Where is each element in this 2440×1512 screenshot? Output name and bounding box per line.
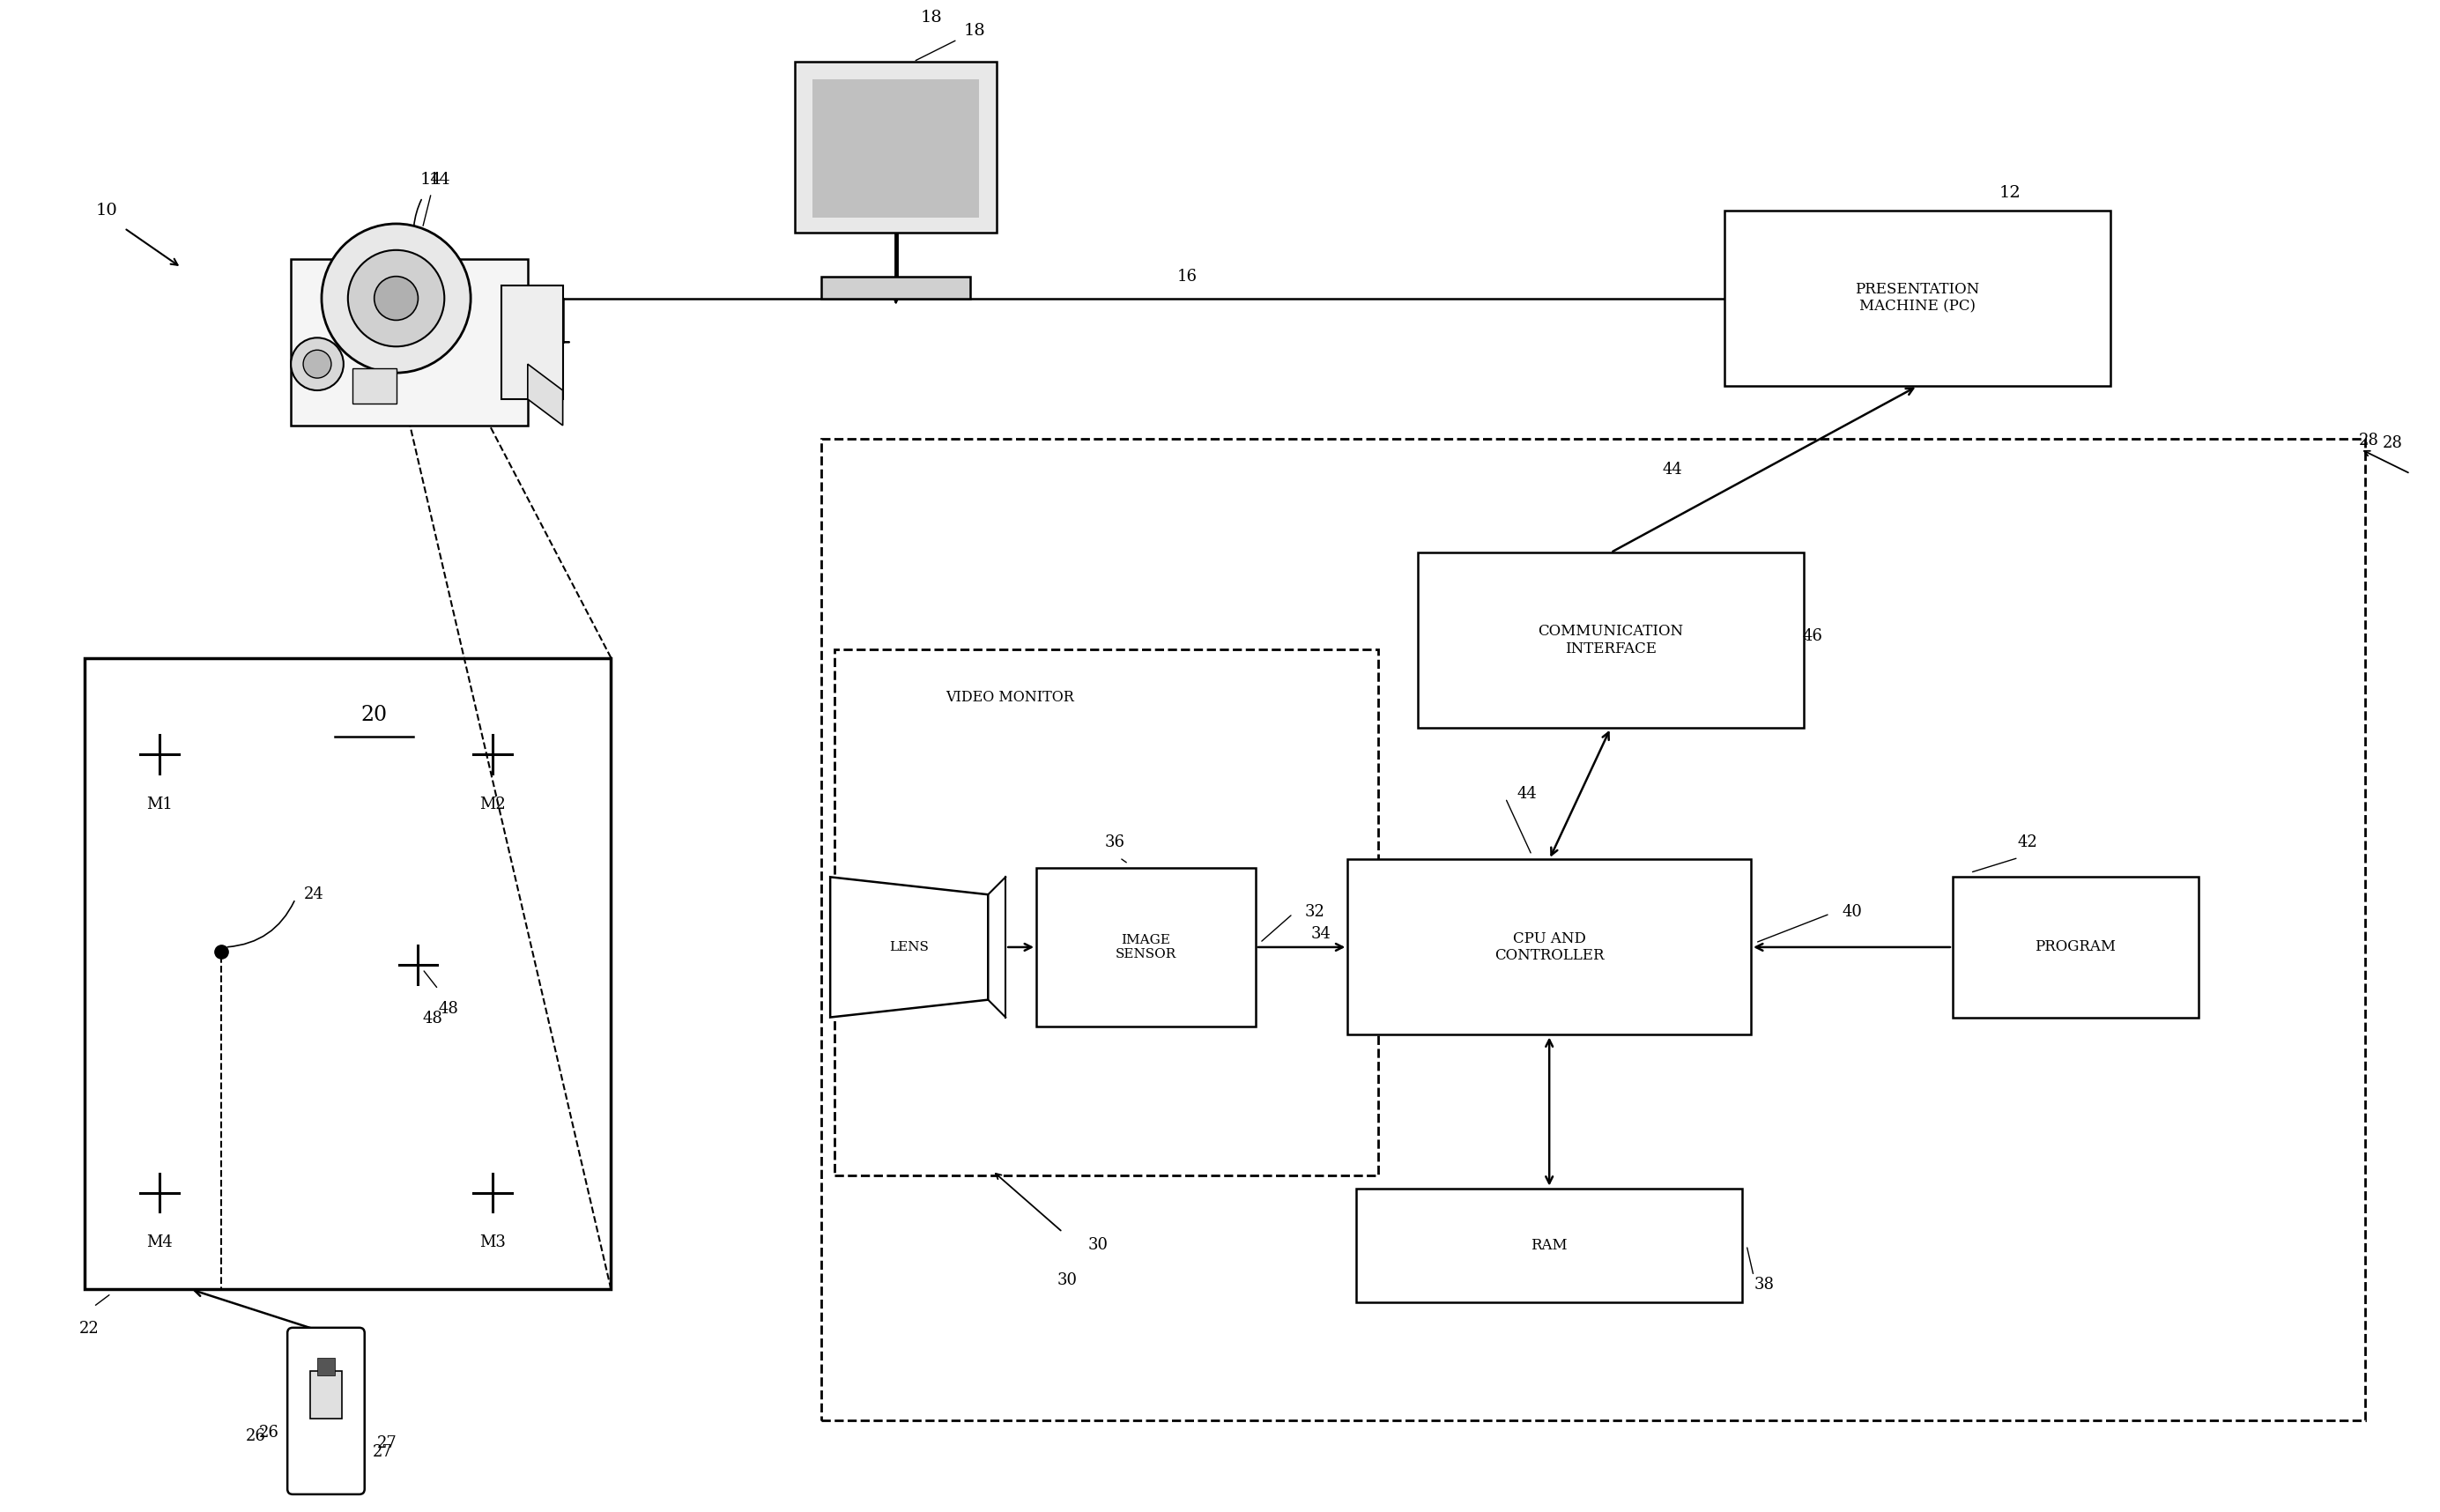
Bar <box>1357 1188 1742 1302</box>
Circle shape <box>303 349 332 378</box>
Bar <box>822 438 2364 1421</box>
Bar <box>1037 868 1257 1027</box>
Bar <box>351 369 395 404</box>
Text: 28: 28 <box>2384 435 2403 451</box>
Text: RAM: RAM <box>1530 1238 1566 1253</box>
Text: 16: 16 <box>1179 269 1198 284</box>
Text: M2: M2 <box>481 797 505 812</box>
FancyBboxPatch shape <box>822 277 971 298</box>
FancyBboxPatch shape <box>288 1328 364 1494</box>
Bar <box>813 79 978 218</box>
Bar <box>1418 552 1803 727</box>
Polygon shape <box>527 364 564 425</box>
Text: 14: 14 <box>429 172 451 187</box>
Circle shape <box>373 277 417 321</box>
Text: 32: 32 <box>1305 904 1325 919</box>
Text: M4: M4 <box>146 1235 173 1250</box>
Text: IMAGE
SENSOR: IMAGE SENSOR <box>1115 934 1176 960</box>
Text: 46: 46 <box>1803 627 1823 644</box>
Text: 20: 20 <box>361 705 388 724</box>
Text: LENS: LENS <box>888 940 930 954</box>
Text: 18: 18 <box>920 9 942 26</box>
Circle shape <box>322 224 471 373</box>
Text: 27: 27 <box>378 1435 398 1452</box>
Polygon shape <box>830 877 988 1018</box>
Bar <box>85 658 610 1290</box>
Text: 48: 48 <box>439 1001 459 1016</box>
Text: 40: 40 <box>1842 904 1862 919</box>
Text: 26: 26 <box>259 1424 278 1441</box>
Text: 44: 44 <box>1662 461 1681 478</box>
Text: 38: 38 <box>1754 1276 1774 1293</box>
Text: 22: 22 <box>78 1320 100 1337</box>
Text: M1: M1 <box>146 797 173 812</box>
Text: CPU AND
CONTROLLER: CPU AND CONTROLLER <box>1493 931 1603 963</box>
Bar <box>1725 210 2111 386</box>
Text: 30: 30 <box>1057 1273 1076 1288</box>
Text: 28: 28 <box>2359 432 2379 448</box>
Circle shape <box>290 337 344 390</box>
Text: 36: 36 <box>1105 835 1125 850</box>
Text: 12: 12 <box>1998 184 2020 201</box>
Bar <box>834 649 1379 1175</box>
Bar <box>317 1358 334 1374</box>
Text: PRESENTATION
MACHINE (PC): PRESENTATION MACHINE (PC) <box>1854 283 1979 314</box>
Circle shape <box>349 249 444 346</box>
Text: 48: 48 <box>422 1010 442 1027</box>
Text: 10: 10 <box>95 203 117 219</box>
Text: 18: 18 <box>964 23 986 39</box>
Text: COMMUNICATION
INTERFACE: COMMUNICATION INTERFACE <box>1537 624 1684 656</box>
Text: 34: 34 <box>1310 925 1332 942</box>
Bar <box>290 259 527 425</box>
Text: M3: M3 <box>478 1235 505 1250</box>
Text: 30: 30 <box>1088 1237 1108 1253</box>
Bar <box>795 62 998 233</box>
Text: 42: 42 <box>2018 835 2037 850</box>
Text: PROGRAM: PROGRAM <box>2035 939 2115 954</box>
Text: 27: 27 <box>373 1444 393 1461</box>
Text: 26: 26 <box>246 1429 266 1444</box>
Bar <box>1952 877 2198 1018</box>
Text: 24: 24 <box>305 886 325 903</box>
Text: VIDEO MONITOR: VIDEO MONITOR <box>947 689 1074 705</box>
Bar <box>500 286 564 399</box>
Text: 14: 14 <box>420 172 442 187</box>
Bar <box>310 1371 342 1418</box>
Text: 44: 44 <box>1518 786 1537 801</box>
Bar <box>1347 859 1752 1034</box>
